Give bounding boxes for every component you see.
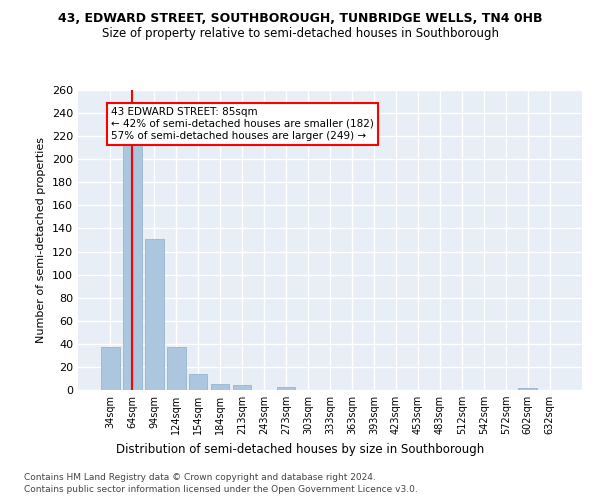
Bar bbox=[167, 348, 185, 390]
Text: 43, EDWARD STREET, SOUTHBOROUGH, TUNBRIDGE WELLS, TN4 0HB: 43, EDWARD STREET, SOUTHBOROUGH, TUNBRID… bbox=[58, 12, 542, 26]
Bar bbox=[123, 142, 142, 390]
Bar bbox=[518, 388, 537, 390]
Text: Distribution of semi-detached houses by size in Southborough: Distribution of semi-detached houses by … bbox=[116, 442, 484, 456]
Text: Size of property relative to semi-detached houses in Southborough: Size of property relative to semi-detach… bbox=[101, 28, 499, 40]
Text: Contains HM Land Registry data © Crown copyright and database right 2024.: Contains HM Land Registry data © Crown c… bbox=[24, 472, 376, 482]
Y-axis label: Number of semi-detached properties: Number of semi-detached properties bbox=[37, 137, 46, 343]
Bar bbox=[211, 384, 229, 390]
Text: Contains public sector information licensed under the Open Government Licence v3: Contains public sector information licen… bbox=[24, 485, 418, 494]
Text: 43 EDWARD STREET: 85sqm
← 42% of semi-detached houses are smaller (182)
57% of s: 43 EDWARD STREET: 85sqm ← 42% of semi-de… bbox=[110, 108, 374, 140]
Bar bbox=[233, 386, 251, 390]
Bar bbox=[101, 348, 119, 390]
Bar bbox=[189, 374, 208, 390]
Bar bbox=[277, 386, 295, 390]
Bar bbox=[145, 239, 164, 390]
